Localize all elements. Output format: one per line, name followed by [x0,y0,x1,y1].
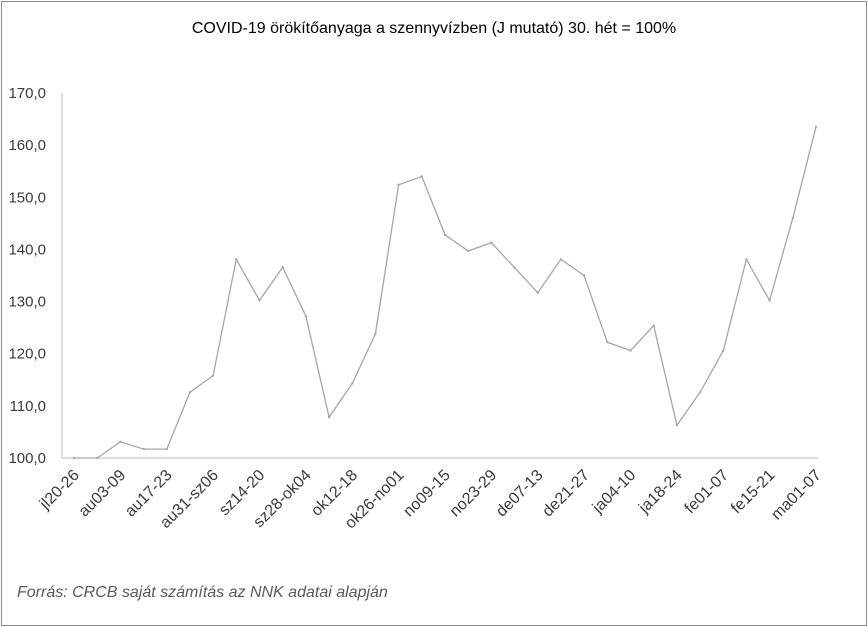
y-tick-label: 160,0 [8,137,46,154]
source-note: Forrás: CRCB saját számítás az NNK adata… [17,584,388,601]
x-tick-label: jl20-26 [36,467,83,514]
data-point [443,233,447,236]
data-point [188,391,192,394]
x-tick-label: fe01-07 [682,467,732,517]
series-line [74,126,817,459]
data-point [96,456,99,460]
data-point [606,341,609,344]
x-tick-label: no09-15 [400,467,454,521]
y-tick-label: 140,0 [8,241,46,258]
y-tick-label: 110,0 [10,398,46,415]
x-tick-label: de07-13 [493,467,547,521]
y-tick-label: 130,0 [8,294,46,311]
data-point [258,299,261,302]
data-point [374,332,377,336]
data-point [582,274,586,277]
data-point [211,374,215,377]
data-point [513,266,516,269]
data-point [722,349,725,352]
x-tick-label: ja18-24 [635,467,686,518]
data-point [165,447,168,451]
data-point [698,391,702,394]
x-tick-label: no23-29 [447,467,501,521]
y-tick-label: 170,0 [8,85,46,102]
data-point [281,266,284,269]
data-point [675,424,679,427]
data-point [304,315,308,318]
x-tick-label: de21-27 [539,467,593,521]
y-tick-label: 100,0 [8,450,46,467]
data-point [72,456,76,460]
x-tick-label: ma01-07 [768,467,825,524]
data-point [536,291,539,294]
data-point [235,258,238,261]
y-tick-label: 120,0 [8,346,46,363]
data-point [119,440,122,443]
data-point [629,349,632,352]
data-point [142,447,145,451]
data-point [397,183,400,186]
data-point [327,416,331,419]
data-point [814,125,818,129]
data-point [351,382,354,385]
data-point [652,324,655,327]
x-tick-label: au03-09 [76,467,130,521]
x-tick-label: ja04-10 [589,467,640,518]
data-point [745,258,748,261]
y-axis-labels: 100,0 110,0 120,0 130,0 140,0 150,0 160,0 170,0 [8,85,46,467]
data-point [490,241,493,244]
chart-title: COVID-19 örökítőanyaga a szennyvízben (J… [191,20,677,37]
x-axis-labels: jl20-26au03-09au17-23au31-sz06sz14-20sz2… [36,467,825,533]
y-tick-label: 150,0 [8,189,46,206]
data-point [420,175,423,178]
series-group [72,125,818,460]
data-point [791,216,794,220]
data-point [467,249,470,253]
data-point [768,299,771,302]
data-point [559,258,563,261]
